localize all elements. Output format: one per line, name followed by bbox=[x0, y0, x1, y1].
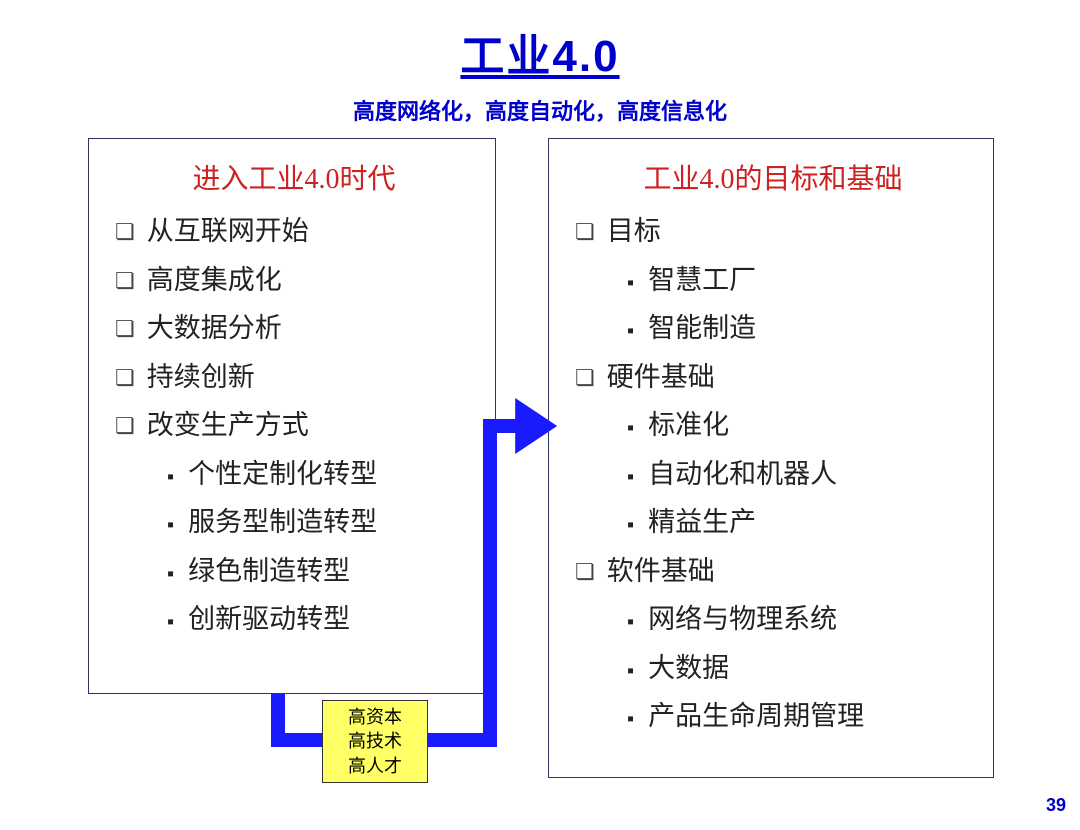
list-item-l1: 持续创新 bbox=[115, 357, 477, 398]
list-item-l1: 大数据分析 bbox=[115, 308, 477, 349]
list-item-l1: 改变生产方式 bbox=[115, 405, 477, 446]
list-item-l1: 目标 bbox=[575, 211, 975, 252]
left-box-header: 进入工业4.0时代 bbox=[111, 157, 477, 197]
list-item-l2: 智能制造 bbox=[627, 308, 975, 349]
yellow-box-line: 高人才 bbox=[323, 754, 427, 778]
right-box: 工业4.0的目标和基础 目标智慧工厂智能制造硬件基础标准化自动化和机器人精益生产… bbox=[548, 138, 994, 778]
list-item-l2: 个性定制化转型 bbox=[167, 454, 477, 495]
yellow-box-line: 高技术 bbox=[323, 729, 427, 753]
list-item-l2: 产品生命周期管理 bbox=[627, 696, 975, 737]
title-block: 工业4.0 高度网络化，高度自动化，高度信息化 bbox=[0, 20, 1080, 126]
diagram-container: 进入工业4.0时代 从互联网开始高度集成化大数据分析持续创新改变生产方式个性定制… bbox=[0, 126, 1080, 796]
list-item-l1: 高度集成化 bbox=[115, 260, 477, 301]
list-item-l2: 绿色制造转型 bbox=[167, 551, 477, 592]
list-item-l2: 服务型制造转型 bbox=[167, 502, 477, 543]
yellow-box-line: 高资本 bbox=[323, 705, 427, 729]
list-item-l2: 智慧工厂 bbox=[627, 260, 975, 301]
right-box-items: 目标智慧工厂智能制造硬件基础标准化自动化和机器人精益生产软件基础网络与物理系统大… bbox=[571, 211, 975, 737]
list-item-l1: 从互联网开始 bbox=[115, 211, 477, 252]
yellow-label-box: 高资本高技术高人才 bbox=[322, 700, 428, 783]
list-item-l1: 软件基础 bbox=[575, 551, 975, 592]
left-box-items: 从互联网开始高度集成化大数据分析持续创新改变生产方式个性定制化转型服务型制造转型… bbox=[111, 211, 477, 640]
subtitle: 高度网络化，高度自动化，高度信息化 bbox=[0, 94, 1080, 126]
right-box-header: 工业4.0的目标和基础 bbox=[571, 157, 975, 197]
list-item-l2: 网络与物理系统 bbox=[627, 599, 975, 640]
list-item-l2: 大数据 bbox=[627, 648, 975, 689]
list-item-l2: 自动化和机器人 bbox=[627, 454, 975, 495]
list-item-l1: 硬件基础 bbox=[575, 357, 975, 398]
page-number: 39 bbox=[1046, 795, 1066, 816]
list-item-l2: 标准化 bbox=[627, 405, 975, 446]
list-item-l2: 精益生产 bbox=[627, 502, 975, 543]
left-box: 进入工业4.0时代 从互联网开始高度集成化大数据分析持续创新改变生产方式个性定制… bbox=[88, 138, 496, 694]
list-item-l2: 创新驱动转型 bbox=[167, 599, 477, 640]
main-title: 工业4.0 bbox=[0, 20, 1080, 84]
